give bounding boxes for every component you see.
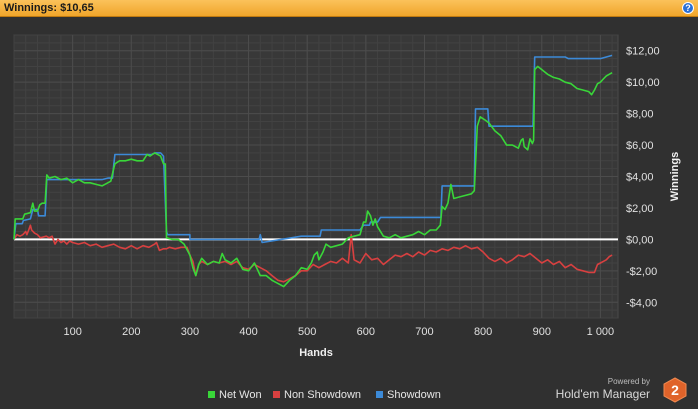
y-tick-label: $12,00 bbox=[626, 46, 660, 58]
product-name: Hold'em Manager bbox=[555, 387, 650, 401]
y-tick-label: $8,00 bbox=[626, 109, 654, 121]
x-tick-label: 1 000 bbox=[587, 326, 615, 338]
y-tick-label: $0,00 bbox=[626, 234, 654, 246]
x-tick-label: 900 bbox=[533, 326, 551, 338]
powered-by-text: Powered by bbox=[607, 377, 650, 386]
legend-swatch-showdown bbox=[376, 391, 383, 398]
help-button[interactable]: ? bbox=[682, 2, 694, 14]
winnings-title: Winnings: $10,65 bbox=[4, 2, 94, 14]
logo-number: 2 bbox=[671, 382, 679, 398]
x-tick-label: 400 bbox=[239, 326, 257, 338]
x-tick-label: 200 bbox=[122, 326, 140, 338]
series-line-non-showdown bbox=[13, 224, 613, 283]
y-tick-label: -$4,00 bbox=[626, 297, 657, 309]
y-tick-label: -$2,00 bbox=[626, 266, 657, 278]
winnings-chart: 100 200 300 400 500 600 700 800 900 1 000 -$4,00 -$… bbox=[13, 34, 681, 359]
title-bar: Winnings: $10,65 ? bbox=[0, 0, 698, 17]
x-tick-label: 600 bbox=[357, 326, 375, 338]
x-tick-label: 100 bbox=[63, 326, 81, 338]
legend-swatch-net-won bbox=[208, 391, 215, 398]
legend-label-non-showdown: Non Showdown bbox=[284, 389, 362, 401]
legend-swatch-non-showdown bbox=[273, 391, 280, 398]
legend-label-showdown: Showdown bbox=[387, 389, 441, 401]
y-tick-label: $2,00 bbox=[626, 203, 654, 215]
legend-item-showdown[interactable]: Showdown bbox=[376, 389, 441, 401]
powered-by-branding: Powered by Hold'em Manager 2 bbox=[548, 375, 688, 405]
x-tick-label: 500 bbox=[298, 326, 316, 338]
x-tick-label: 700 bbox=[415, 326, 433, 338]
legend-item-net-won[interactable]: Net Won bbox=[208, 389, 262, 401]
y-axis-label: Winnings bbox=[669, 152, 681, 201]
series-line-net-won bbox=[13, 65, 613, 288]
hm2-logo-icon: 2 bbox=[663, 377, 687, 403]
y-tick-label: $10,00 bbox=[626, 77, 660, 89]
y-tick-label: $4,00 bbox=[626, 172, 654, 184]
y-tick-label: $6,00 bbox=[626, 140, 654, 152]
x-axis-label: Hands bbox=[299, 347, 333, 359]
legend-label-net-won: Net Won bbox=[219, 389, 262, 401]
x-tick-label: 300 bbox=[181, 326, 199, 338]
x-tick-label: 800 bbox=[474, 326, 492, 338]
legend-item-non-showdown[interactable]: Non Showdown bbox=[273, 389, 361, 401]
